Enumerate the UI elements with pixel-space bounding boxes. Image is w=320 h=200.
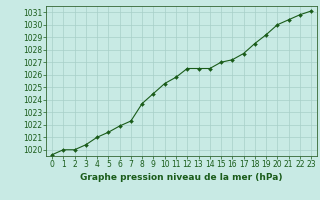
X-axis label: Graphe pression niveau de la mer (hPa): Graphe pression niveau de la mer (hPa) [80, 173, 283, 182]
